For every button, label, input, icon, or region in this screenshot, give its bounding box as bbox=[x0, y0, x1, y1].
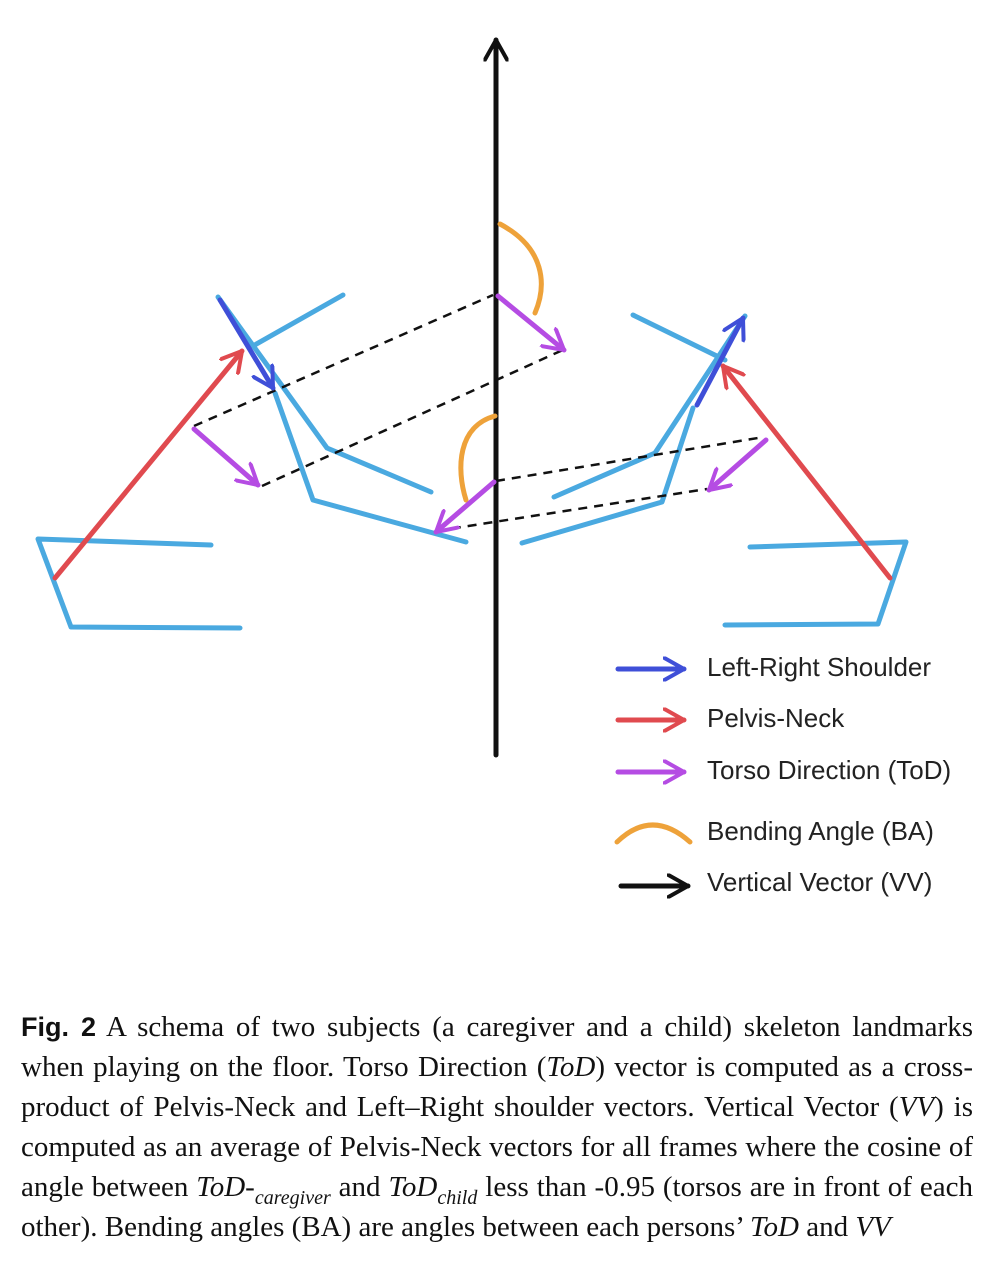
caption-text: - bbox=[245, 1171, 255, 1203]
right-subject-arm-b bbox=[630, 312, 728, 363]
caption-term-vv: VV bbox=[855, 1211, 891, 1243]
legend-label-left-right-shoulder: Left-Right Shoulder bbox=[707, 652, 932, 682]
caption-text: and bbox=[798, 1211, 856, 1243]
bending-angle-legend-arc-icon bbox=[614, 822, 693, 845]
tod-arrow-left-subject bbox=[191, 426, 261, 488]
caption-text: and bbox=[330, 1171, 389, 1203]
caption-text: less than -0.95 (torsos are in front of … bbox=[21, 1171, 973, 1243]
left-subject-arm-b bbox=[250, 292, 346, 349]
right-subject-skeleton bbox=[519, 312, 909, 628]
caption-term-tod: ToD bbox=[750, 1211, 799, 1243]
pelvis-neck-arrow-left bbox=[52, 348, 245, 581]
shoulder-arrow-right bbox=[694, 315, 743, 408]
right-subject-torso bbox=[519, 405, 696, 546]
left-subject-arm-a bbox=[215, 294, 434, 495]
tod-arrow-right-subject bbox=[706, 437, 769, 493]
dashed-line bbox=[435, 487, 708, 533]
skeleton-schema-figure: Left-Right Shoulder Pelvis-Neck Torso Di… bbox=[35, 37, 952, 960]
caption-text: ) is computed as an average of Pelvis-Ne… bbox=[21, 1091, 974, 1203]
bending-angle-arc-upper bbox=[497, 221, 544, 316]
dashed-line bbox=[261, 347, 566, 488]
caption-subscript-child: child bbox=[437, 1187, 478, 1209]
left-subject-skeleton bbox=[35, 292, 469, 631]
caption-term-vv: VV bbox=[898, 1091, 935, 1123]
pelvis-neck-arrow-right bbox=[720, 363, 893, 581]
caption-subscript-caregiver: caregiver bbox=[254, 1187, 331, 1209]
dashed-line bbox=[193, 293, 494, 428]
caption-text: ) vector is computed as a cross-product … bbox=[21, 1051, 974, 1123]
left-subject-torso bbox=[272, 390, 469, 545]
legend-label-pelvis-neck: Pelvis-Neck bbox=[707, 703, 845, 733]
caption-term-tod: ToD bbox=[388, 1171, 438, 1203]
caption-term-tod: ToD bbox=[546, 1051, 596, 1083]
left-subject-legs bbox=[35, 536, 243, 631]
legend-label-vertical-vector: Vertical Vector (VV) bbox=[707, 867, 933, 897]
dashed-line bbox=[495, 435, 765, 483]
bending-angle-arc-lower bbox=[458, 413, 498, 503]
skeleton-schema-diagram bbox=[35, 37, 909, 960]
right-subject-arm-a bbox=[551, 313, 748, 500]
figure-label: Fig. 2 bbox=[21, 1012, 97, 1042]
right-subject-legs bbox=[722, 539, 909, 628]
caption-term-tod: ToD bbox=[196, 1171, 246, 1203]
legend-symbols bbox=[614, 669, 693, 886]
legend-label-torso-direction: Torso Direction (ToD) bbox=[707, 755, 952, 785]
tod-arrow-upper-vv bbox=[495, 293, 567, 353]
legend-label-bending-angle: Bending Angle (BA) bbox=[707, 816, 934, 846]
shoulder-arrow-left bbox=[217, 297, 276, 391]
tod-projection-lines bbox=[193, 293, 765, 533]
caption-text: A schema of two subjects (a caregiver an… bbox=[21, 1011, 973, 1083]
tod-arrow-lower-vv bbox=[433, 479, 497, 535]
